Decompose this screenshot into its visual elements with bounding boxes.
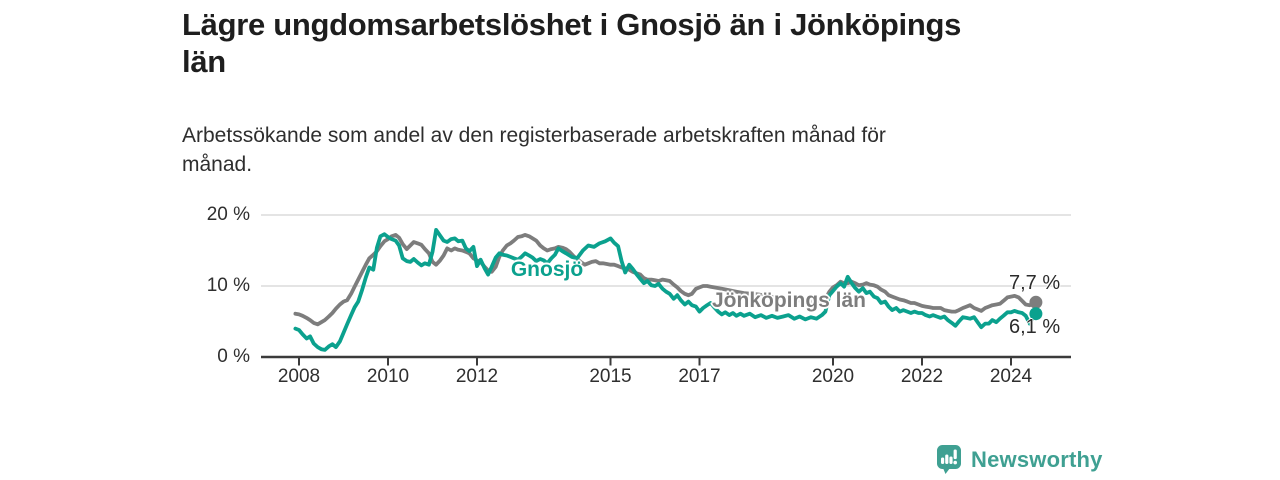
newsworthy-logo-text: Newsworthy — [971, 446, 1103, 472]
chart-subtitle: Arbetssökande som andel av den registerb… — [182, 121, 1122, 179]
y-tick-label: 0 % — [217, 346, 250, 367]
chart-title: Lägre ungdomsarbetslöshet i Gnosjö än i … — [182, 6, 1122, 80]
x-tick-label: 2017 — [678, 366, 721, 387]
chart-title-line-2: län — [182, 44, 226, 79]
end-value-label-jonkopings-lan: 7,7 % — [1009, 272, 1061, 294]
gnosjo-end-dot — [1029, 307, 1043, 321]
x-tick-label: 2024 — [989, 366, 1033, 387]
jonkopings-lan-line — [293, 232, 1038, 327]
gnosjo-line — [293, 227, 1038, 352]
end-value-label-gnosjo: 6,1 % — [1009, 316, 1061, 338]
y-tick-label: 10 % — [206, 275, 250, 296]
x-tick-label: 2010 — [366, 366, 410, 387]
newsworthy-logo-icon — [937, 445, 961, 474]
y-tick-label: 20 % — [206, 204, 250, 225]
x-tick-label: 2012 — [455, 366, 499, 387]
x-tick-label: 2020 — [811, 366, 855, 387]
chart-title-line-1: Lägre ungdomsarbetslöshet i Gnosjö än i … — [182, 7, 962, 42]
chart-subtitle-line-2: månad. — [182, 153, 253, 176]
jonkopings-lan-end-dot — [1029, 295, 1043, 309]
x-tick-label: 2022 — [900, 366, 944, 387]
newsworthy-logo[interactable]: Newsworthy — [936, 444, 1103, 475]
series-label-jonkopings-lan: Jönköpings län — [711, 289, 867, 312]
x-tick-label: 2008 — [277, 366, 321, 387]
series-label-gnosjo: Gnosjö — [510, 258, 584, 281]
x-tick-label: 2015 — [589, 366, 632, 387]
chart-subtitle-line-1: Arbetssökande som andel av den registerb… — [182, 124, 886, 147]
